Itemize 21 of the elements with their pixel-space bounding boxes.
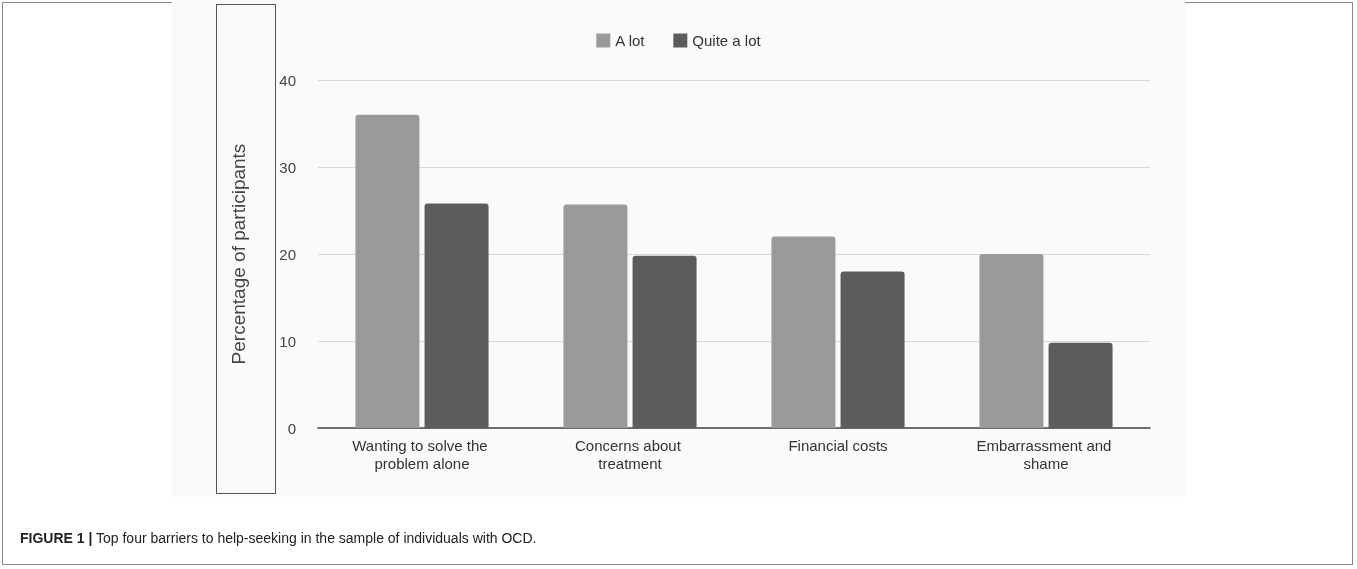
bar [355,114,420,428]
caption: FIGURE 1 | Top four barriers to help-seeking in the sample of individuals with OCD. [20,530,537,546]
bar [632,255,697,428]
y-tick-label: 40 [279,71,296,89]
legend-label: A lot [615,32,646,49]
y-axis-title: Percentage of participants [228,143,249,365]
bar [424,203,489,428]
legend-label: Quite a lot [692,32,762,49]
bar [840,271,905,428]
bar [1048,342,1113,428]
x-tick-label: Embarrassment and shame [976,436,1116,472]
x-tick-label: Concerns about treatment [574,436,686,472]
y-tick-label: 20 [279,245,296,263]
y-tick-label: 30 [279,158,296,176]
bar [771,236,836,428]
y-tick-label: 10 [279,332,296,350]
bar [563,204,628,428]
y-tick-label: 0 [287,419,296,437]
x-tick-label: Financial costs [788,436,888,454]
x-tick-label: Wanting to solve the problem alone [352,436,492,472]
bar [979,254,1044,428]
